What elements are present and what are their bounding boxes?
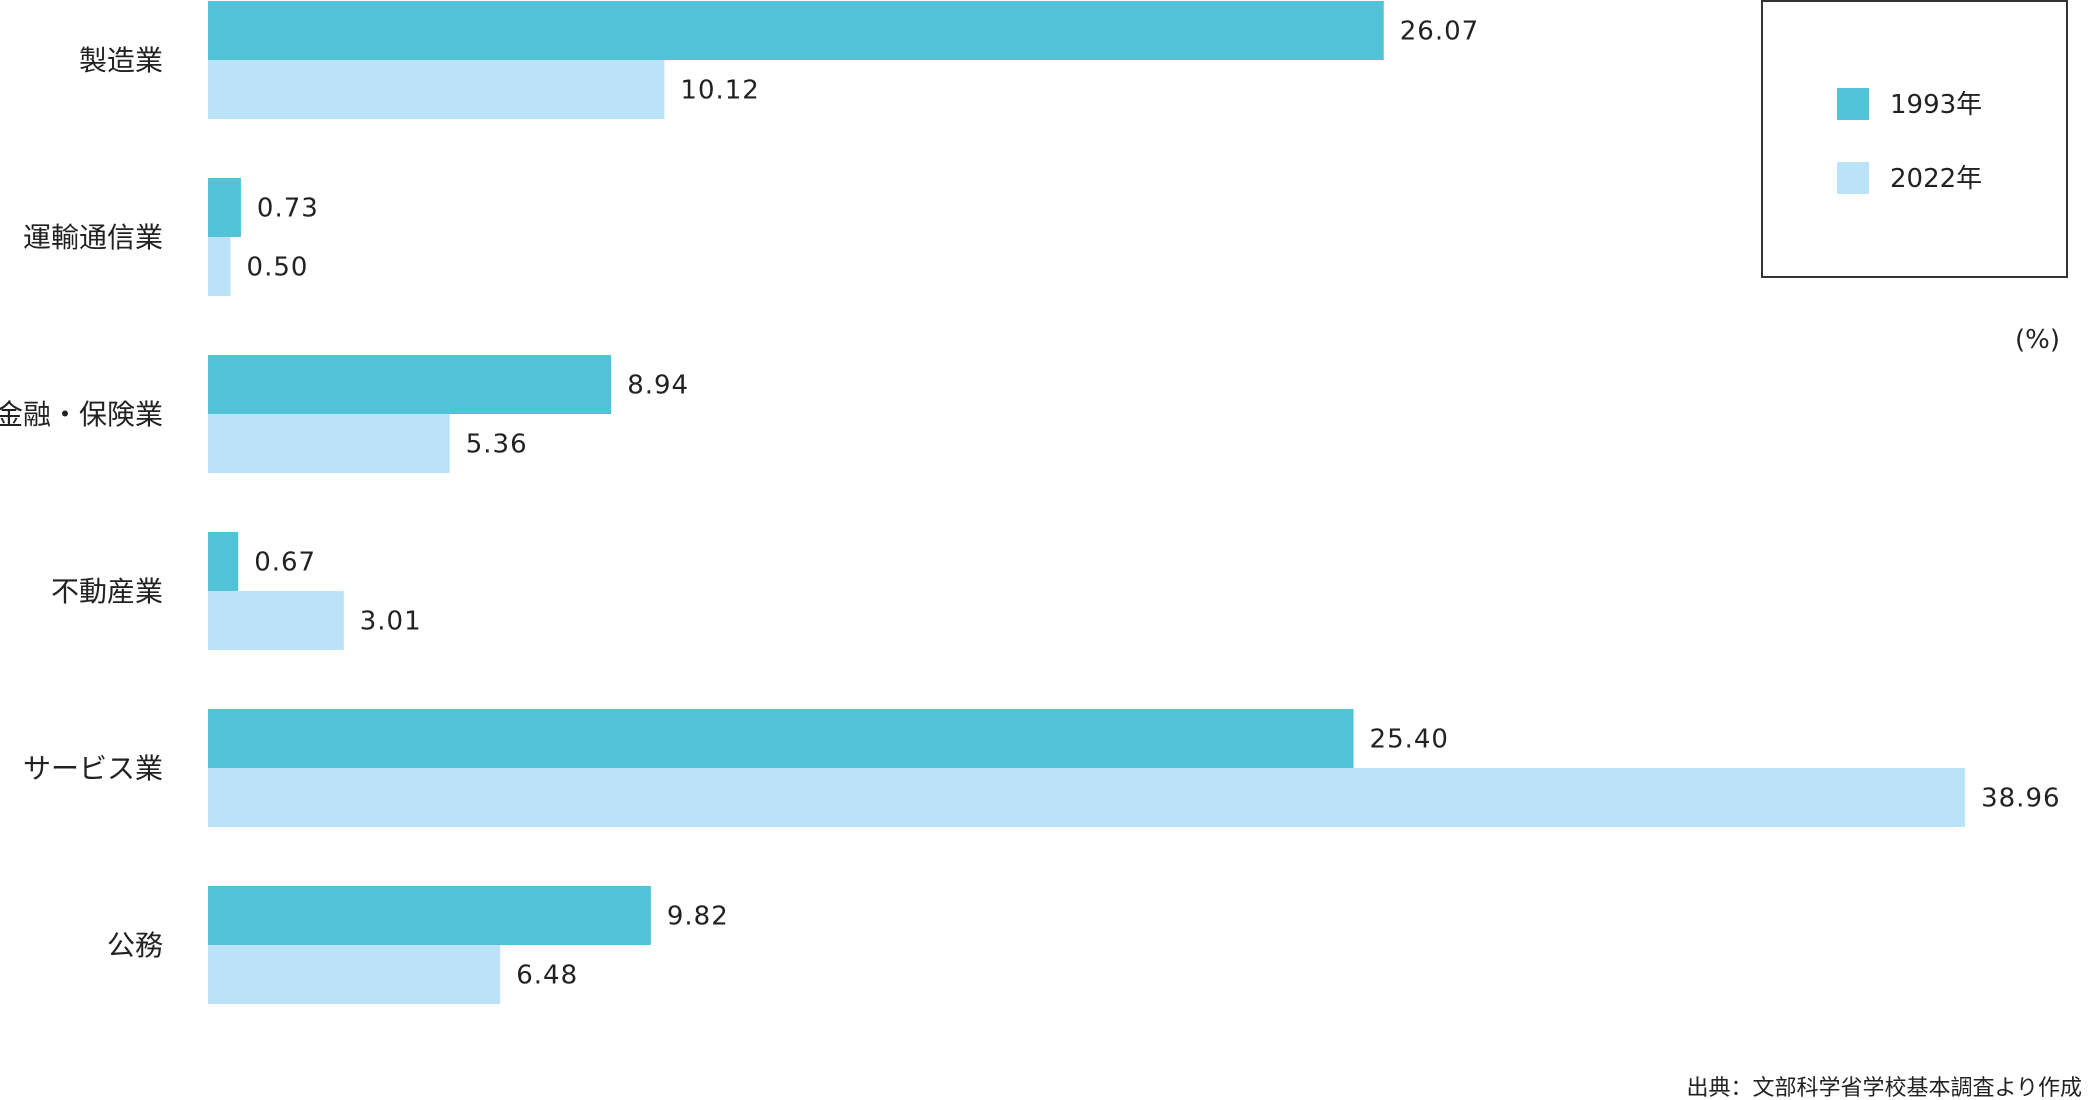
data-label: 9.82 <box>667 902 729 932</box>
bar-2022 <box>208 237 231 296</box>
bar-1993 <box>208 886 651 945</box>
bar-2022 <box>208 414 450 473</box>
legend-swatch-2022 <box>1837 162 1869 194</box>
data-label: 0.73 <box>257 194 319 224</box>
unit-label: (%) <box>2015 325 2060 355</box>
data-label: 26.07 <box>1400 17 1479 47</box>
bar-2022 <box>208 60 665 119</box>
data-label: 5.36 <box>466 430 528 460</box>
legend-swatch-1993 <box>1837 88 1869 120</box>
legend-label-2022: 2022年 <box>1890 164 1982 194</box>
data-label: 25.40 <box>1370 725 1449 755</box>
labels-group: 製造業 26.07 10.12 運輸通信業 0.73 0.50 金融・保険業 8.94 5.36… <box>0 17 2060 991</box>
category-label: 不動産業 <box>51 575 163 608</box>
bar-1993 <box>208 532 239 591</box>
data-label: 0.67 <box>254 548 316 578</box>
category-label: サービス業 <box>23 752 163 785</box>
legend-box <box>1761 0 2068 278</box>
category-label: 金融・保険業 <box>0 398 163 431</box>
data-label: 38.96 <box>1981 784 2060 814</box>
bar-1993 <box>208 355 612 414</box>
data-label: 0.50 <box>247 253 309 283</box>
bar-2022 <box>208 591 344 650</box>
bar-2022 <box>208 945 501 1004</box>
bar-2022 <box>208 768 1966 827</box>
source-label: 出典：文部科学省学校基本調査より作成 <box>1686 1076 2082 1100</box>
category-label: 運輸通信業 <box>23 221 163 254</box>
category-label: 公務 <box>107 929 163 962</box>
legend-label-1993: 1993年 <box>1890 90 1982 120</box>
bar-1993 <box>208 178 241 237</box>
bars-group <box>208 1 1966 1004</box>
bar-1993 <box>208 709 1354 768</box>
category-label: 製造業 <box>79 44 163 77</box>
data-label: 6.48 <box>516 961 578 991</box>
data-label: 3.01 <box>360 607 422 637</box>
legend: 1993年 2022年 <box>1761 0 2068 278</box>
data-label: 8.94 <box>627 371 689 401</box>
data-label: 10.12 <box>680 76 759 106</box>
bar-1993 <box>208 1 1384 60</box>
